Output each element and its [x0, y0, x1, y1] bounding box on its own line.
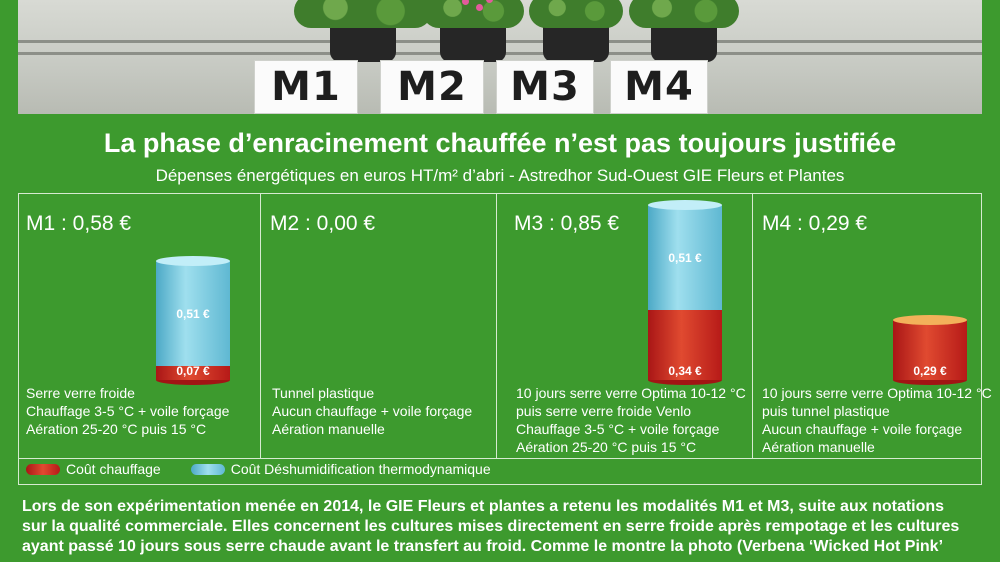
desc-m3: 10 jours serre verre Optima 10-12 °C pui… [516, 384, 746, 456]
plant-pot [629, 0, 739, 62]
body-line: Lors de son expérimentation menée en 201… [22, 498, 945, 515]
tag-m4: M4 [610, 60, 708, 114]
body-line: ayant passé 10 jours sous serre chaude a… [22, 538, 944, 555]
desc-m1: Serre verre froide Chauffage 3-5 °C + vo… [26, 384, 229, 438]
value-label-heating: 0,07 € [176, 363, 210, 378]
chart-panel [18, 193, 982, 485]
legend-label: Coût chauffage [66, 461, 161, 477]
desc-line: Aération 25-20 °C puis 15 °C [516, 439, 697, 455]
legend-label: Coût Déshumidification thermodynamique [230, 461, 491, 477]
label-m4: M4 : 0,29 € [762, 212, 868, 235]
plant-pot [422, 0, 524, 62]
plant-foliage [294, 0, 432, 28]
value-label-heating: 0,34 € [668, 363, 702, 378]
plant-pot [294, 0, 432, 62]
bar-m1: 0,07 € 0,51 € [156, 255, 230, 385]
bar-top-cap [648, 199, 722, 210]
desc-m4: 10 jours serre verre Optima 10-12 °C pui… [762, 384, 992, 456]
legend-item-heating: Coût chauffage [26, 461, 161, 477]
desc-line: 10 jours serre verre Optima 10-12 °C [516, 385, 746, 401]
bar-base [893, 374, 967, 385]
bar-segment-heating [893, 320, 967, 380]
desc-m2: Tunnel plastique Aucun chauffage + voile… [272, 384, 472, 438]
flower [486, 0, 493, 3]
bar-m4: 0,29 € [893, 315, 967, 385]
desc-line: Aucun chauffage + voile forçage [762, 421, 963, 437]
column-divider [260, 193, 261, 458]
desc-line: Chauffage 3-5 °C + voile forçage [26, 403, 230, 419]
bar-base [156, 374, 230, 385]
value-label-heating: 0,29 € [913, 363, 947, 378]
plant-photo: M1 M2 M3 M4 [18, 0, 982, 114]
plant-foliage [529, 0, 623, 28]
chart-legend: Coût chauffage Coût Déshumidification th… [26, 461, 521, 477]
plant-pot [529, 0, 623, 62]
tag-m2: M2 [380, 60, 484, 114]
legend-swatch-blue [190, 463, 225, 475]
flower [462, 0, 469, 5]
column-divider [496, 193, 497, 458]
bar-top-cap [156, 255, 230, 266]
desc-line: Chauffage 3-5 °C + voile forçage [516, 421, 720, 437]
desc-line: Serre verre froide [26, 385, 135, 401]
desc-line: Aération manuelle [272, 421, 385, 437]
desc-line: puis tunnel plastique [762, 403, 890, 419]
value-label-dehumidification: 0,51 € [668, 251, 702, 266]
body-line: sur la qualité commerciale. Elles concer… [22, 518, 960, 535]
label-m3: M3 : 0,85 € [514, 212, 620, 235]
label-m1: M1 : 0,58 € [26, 212, 132, 235]
bar-segment-dehumidification [648, 204, 722, 310]
tag-m1: M1 [254, 60, 358, 114]
bar-segment-dehumidification [156, 260, 230, 366]
article-body: Lors de son expérimentation menée en 201… [22, 497, 982, 557]
bar-m3: 0,34 € 0,51 € [648, 199, 722, 385]
flower [476, 4, 483, 11]
plant-foliage [422, 0, 524, 28]
bar-base [648, 374, 722, 385]
bar-top-cap [893, 315, 967, 326]
desc-line: Tunnel plastique [272, 385, 375, 401]
column-divider [752, 193, 753, 458]
legend-swatch-red [26, 463, 60, 475]
bar-segment-heating [648, 309, 722, 380]
label-m2: M2 : 0,00 € [270, 212, 376, 235]
tag-m3: M3 [496, 60, 594, 114]
desc-line: Aération manuelle [762, 439, 875, 455]
desc-line: puis serre verre froide Venlo [516, 403, 692, 419]
legend-separator [18, 458, 982, 459]
plant-foliage [629, 0, 739, 28]
desc-line: Aération 25-20 °C puis 15 °C [26, 421, 207, 437]
bar-segment-heating [156, 365, 230, 380]
chart-subtitle: Dépenses énergétiques en euros HT/m² d’a… [155, 166, 845, 185]
legend-item-dehumidification: Coût Déshumidification thermodynamique [190, 461, 491, 477]
value-label-dehumidification: 0,51 € [176, 307, 210, 322]
desc-line: Aucun chauffage + voile forçage [272, 403, 473, 419]
desc-line: 10 jours serre verre Optima 10-12 °C [762, 385, 992, 401]
chart-title: La phase d’enracinement chauffée n’est p… [103, 128, 897, 158]
